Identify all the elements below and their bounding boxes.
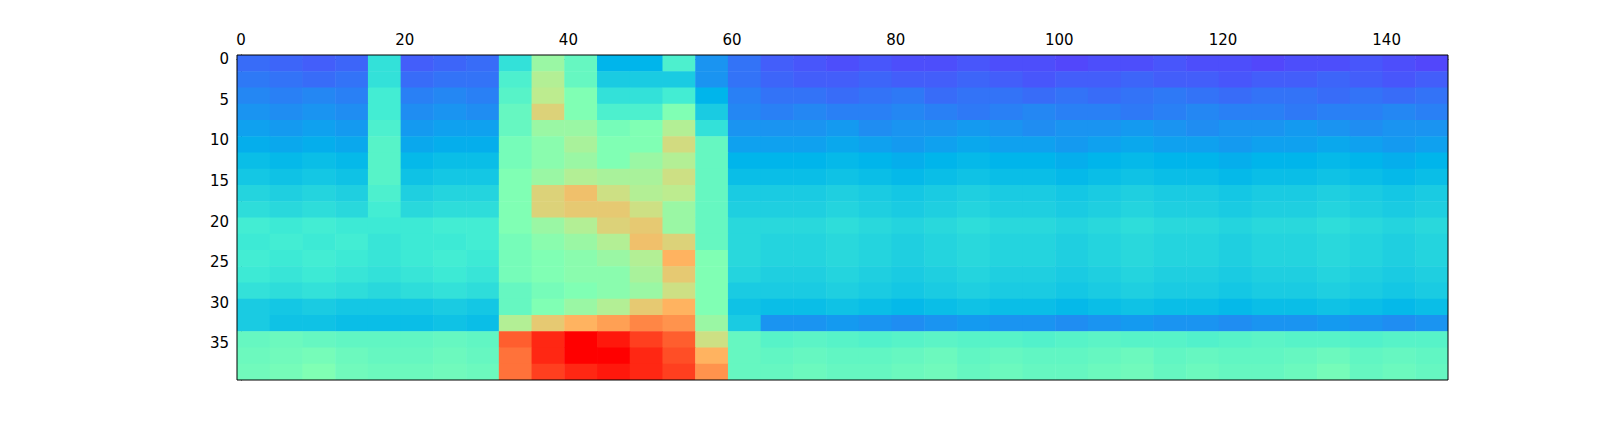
svg-text:20: 20: [395, 31, 414, 49]
svg-text:40: 40: [559, 31, 578, 49]
svg-text:15: 15: [210, 172, 229, 190]
svg-text:30: 30: [210, 294, 229, 312]
svg-text:60: 60: [722, 31, 741, 49]
svg-text:140: 140: [1372, 31, 1401, 49]
svg-text:0: 0: [236, 31, 246, 49]
svg-text:10: 10: [210, 131, 229, 149]
svg-text:35: 35: [210, 334, 229, 352]
svg-text:0: 0: [219, 50, 229, 68]
svg-text:100: 100: [1045, 31, 1074, 49]
svg-text:5: 5: [219, 91, 229, 109]
svg-text:120: 120: [1209, 31, 1238, 49]
svg-text:20: 20: [210, 213, 229, 231]
svg-text:80: 80: [886, 31, 905, 49]
svg-text:25: 25: [210, 253, 229, 271]
